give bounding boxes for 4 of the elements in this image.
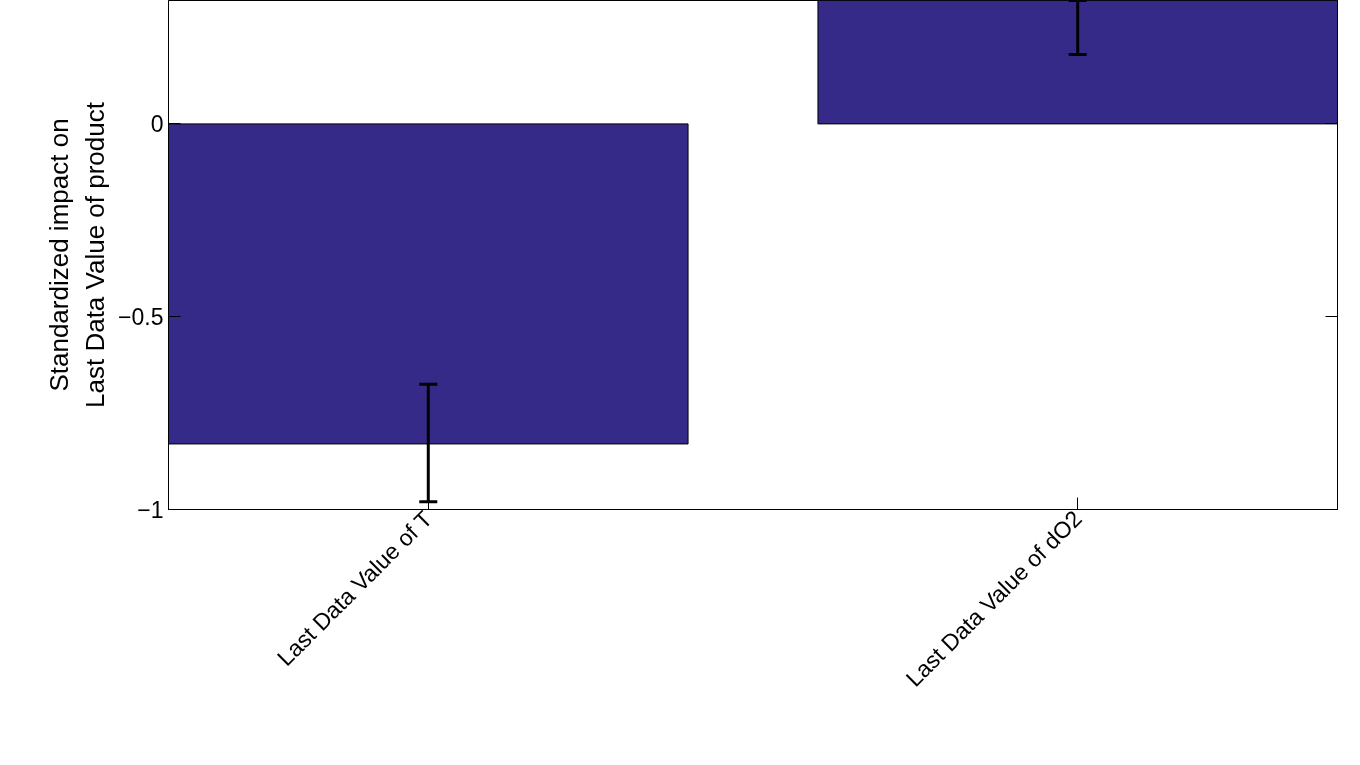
y-tick-label: −0.5 (118, 304, 164, 331)
y-tick-label: −1 (137, 497, 164, 523)
y-tick-label: 0 (150, 111, 164, 138)
y-axis-title: Standardized impact on Last Data Value of product (44, 101, 111, 408)
